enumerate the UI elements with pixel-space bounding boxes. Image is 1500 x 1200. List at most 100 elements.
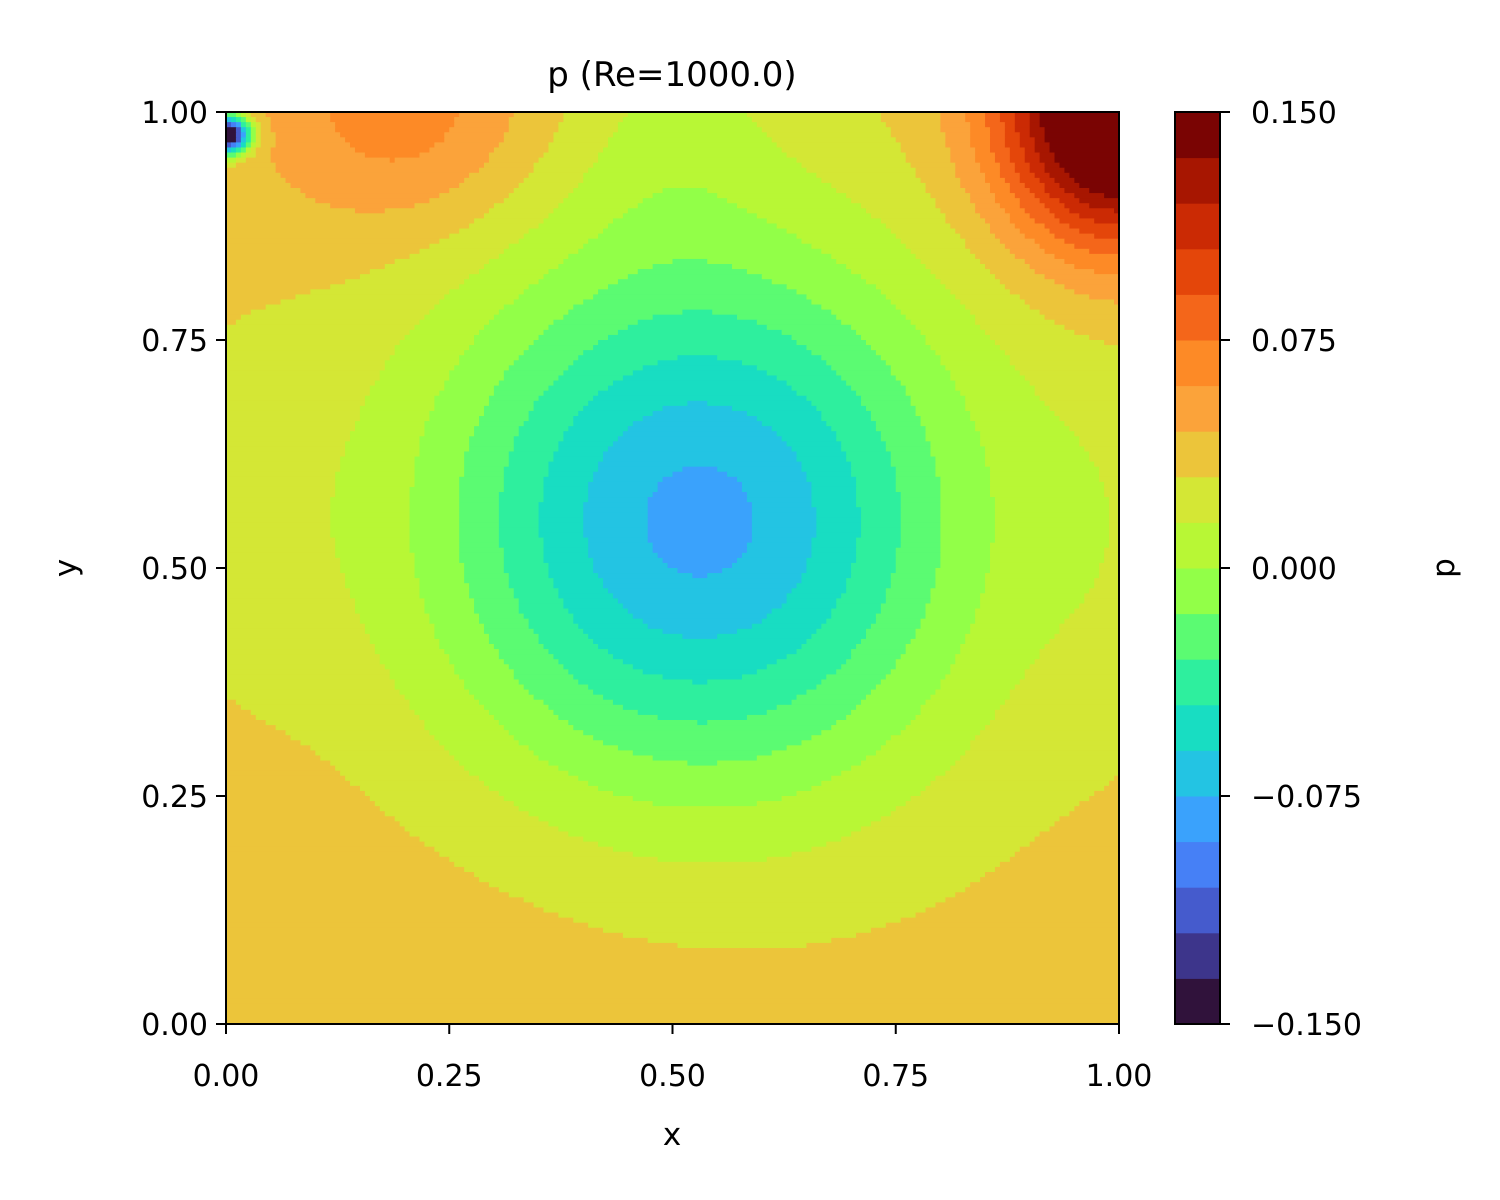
contour-cell	[970, 410, 1056, 417]
contour-cell	[528, 689, 594, 696]
contour-cell	[598, 233, 798, 240]
contour-cell	[608, 142, 778, 149]
contour-cell	[1019, 228, 1051, 235]
contour-cell	[226, 583, 346, 589]
contour-cell	[856, 476, 897, 483]
contour-cell	[1009, 218, 1036, 225]
contour-cell	[612, 846, 813, 853]
contour-cell	[831, 613, 877, 620]
contour-cell	[999, 279, 1056, 285]
contour-cell	[409, 537, 460, 544]
contour-cell	[736, 557, 808, 564]
contour-cell	[226, 613, 361, 620]
colorbar-tick-label: 0.000	[1251, 552, 1337, 587]
contour-cell	[464, 471, 505, 478]
contour-cell	[652, 492, 748, 498]
contour-cell	[330, 517, 411, 523]
contour-cell	[226, 122, 232, 128]
contour-cell	[831, 365, 892, 371]
contour-cell	[985, 451, 1090, 458]
contour-cell	[1034, 269, 1095, 275]
contour-cell	[761, 618, 827, 625]
contour-cell	[672, 258, 708, 265]
contour-cell	[226, 238, 440, 245]
contour-cell	[503, 481, 545, 488]
contour-cell	[479, 416, 530, 422]
contour-cell	[513, 593, 559, 599]
contour-cell	[563, 198, 644, 204]
contour-cell	[990, 334, 1090, 341]
contour-cell	[449, 127, 510, 133]
contour-cell	[548, 466, 599, 473]
contour-cell	[533, 628, 584, 635]
contour-cell	[538, 279, 619, 285]
contour-cell	[980, 593, 1085, 599]
contour-cell	[498, 537, 545, 544]
contour-cell	[980, 603, 1080, 610]
contour-cell	[1064, 284, 1119, 290]
contour-cell	[776, 223, 887, 230]
contour-cell	[999, 861, 1119, 868]
contour-cell	[226, 542, 336, 549]
contour-cell	[980, 598, 1085, 605]
contour-cell	[226, 806, 381, 812]
contour-cell	[498, 887, 966, 893]
contour-cell	[856, 644, 907, 650]
contour-cell	[513, 112, 564, 118]
contour-cell	[940, 476, 991, 483]
contour-cell	[503, 476, 545, 483]
contour-cell	[573, 421, 634, 427]
contour-cell	[1014, 122, 1031, 128]
contour-cell	[226, 1018, 1119, 1024]
contour-cell	[593, 345, 808, 351]
contour-cell	[419, 451, 465, 458]
contour-cell	[1039, 177, 1056, 184]
contour-cell	[880, 218, 946, 225]
contour-cell	[965, 750, 1119, 757]
contour-cell	[518, 740, 604, 746]
contour-cell	[761, 421, 827, 427]
contour-cell	[558, 765, 852, 772]
contour-cell	[464, 562, 505, 569]
contour-cell	[598, 461, 803, 468]
contour-cell	[865, 755, 961, 762]
contour-cell	[340, 132, 445, 138]
contour-cell	[543, 218, 614, 225]
contour-cell	[930, 588, 986, 594]
contour-cell	[741, 552, 813, 559]
colorbar-label: p	[1426, 558, 1462, 578]
contour-cell	[364, 623, 435, 630]
contour-cell	[508, 193, 569, 199]
contour-cell	[558, 912, 917, 919]
contour-cell	[1014, 684, 1119, 691]
contour-cell	[543, 390, 599, 397]
contour-cell	[479, 775, 579, 782]
contour-cell	[404, 334, 475, 341]
contour-cell	[245, 127, 252, 133]
contour-cell	[990, 547, 1105, 554]
contour-cell	[523, 613, 574, 620]
contour-cell	[990, 486, 1105, 493]
contour-cell	[920, 177, 961, 184]
contour-cell	[459, 486, 505, 493]
contour-cell	[563, 370, 634, 377]
contour-cell	[1014, 162, 1031, 169]
contour-cell	[637, 269, 748, 275]
contour-cell	[538, 512, 584, 518]
contour-cell	[588, 481, 659, 488]
contour-cell	[483, 780, 589, 787]
contour-cell	[642, 198, 728, 204]
contour-cell	[350, 431, 426, 437]
colorbar-tick-label: −0.150	[1251, 1008, 1362, 1043]
contour-cell	[498, 512, 540, 518]
contour-cell	[642, 618, 763, 625]
contour-cell	[1084, 593, 1119, 599]
contour-cell	[1009, 213, 1031, 219]
contour-cell	[226, 127, 237, 133]
contour-cell	[880, 436, 927, 442]
contour-cell	[503, 568, 550, 574]
contour-cell	[235, 132, 242, 138]
contour-cell	[1049, 228, 1080, 235]
contour-cell	[226, 299, 282, 306]
contour-cell	[583, 172, 817, 179]
